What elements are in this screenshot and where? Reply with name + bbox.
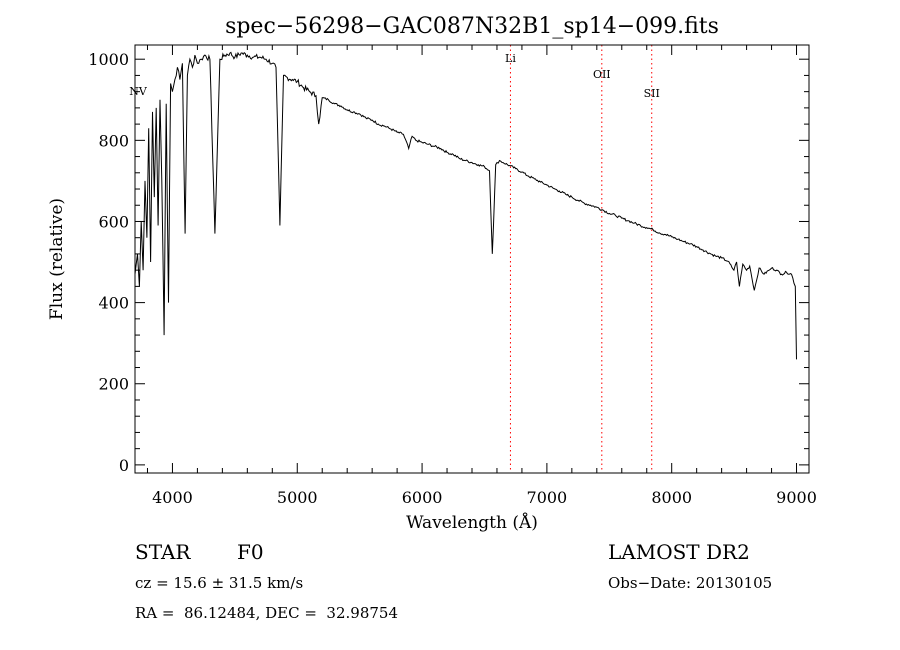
- x-axis-label: Wavelength (Å): [406, 512, 538, 533]
- x-tick-label: 4000: [152, 488, 193, 507]
- y-axis-label: Flux (relative): [47, 198, 67, 320]
- chart-title: spec−56298−GAC087N32B1_sp14−099.fits: [225, 14, 719, 39]
- object-class: STAR: [135, 540, 191, 564]
- spectral-subclass: F0: [237, 540, 264, 564]
- coordinates: RA = 86.12484, DEC = 32.98754: [135, 604, 399, 622]
- axis-ticks: [135, 45, 809, 473]
- x-tick-label: 6000: [402, 488, 443, 507]
- y-tick-label: 200: [98, 375, 129, 394]
- x-tick-label: 7000: [527, 488, 568, 507]
- y-tick-label: 400: [98, 294, 129, 313]
- spectrum-series: [134, 51, 797, 360]
- axis-tick-labels: 4000 5000 6000 7000 8000 9000 0 200 400 600 800 100…: [88, 50, 817, 507]
- x-tick-label: 5000: [277, 488, 318, 507]
- x-tick-label: 8000: [651, 488, 692, 507]
- y-tick-label: 800: [98, 131, 129, 150]
- observation-date: Obs−Date: 20130105: [608, 574, 773, 592]
- redshift-velocity: cz = 15.6 ± 31.5 km/s: [135, 574, 304, 592]
- y-tick-label: 0: [119, 456, 129, 475]
- survey-name: LAMOST DR2: [608, 540, 750, 564]
- x-tick-label: 9000: [776, 488, 817, 507]
- plot-frame: [134, 44, 810, 474]
- marker-label: OII: [593, 68, 611, 81]
- marker-label: Li: [505, 52, 516, 65]
- y-tick-label: 1000: [88, 50, 129, 69]
- spectrum-line: [134, 51, 797, 360]
- marker-label: SII: [644, 87, 660, 100]
- y-tick-label: 600: [98, 212, 129, 231]
